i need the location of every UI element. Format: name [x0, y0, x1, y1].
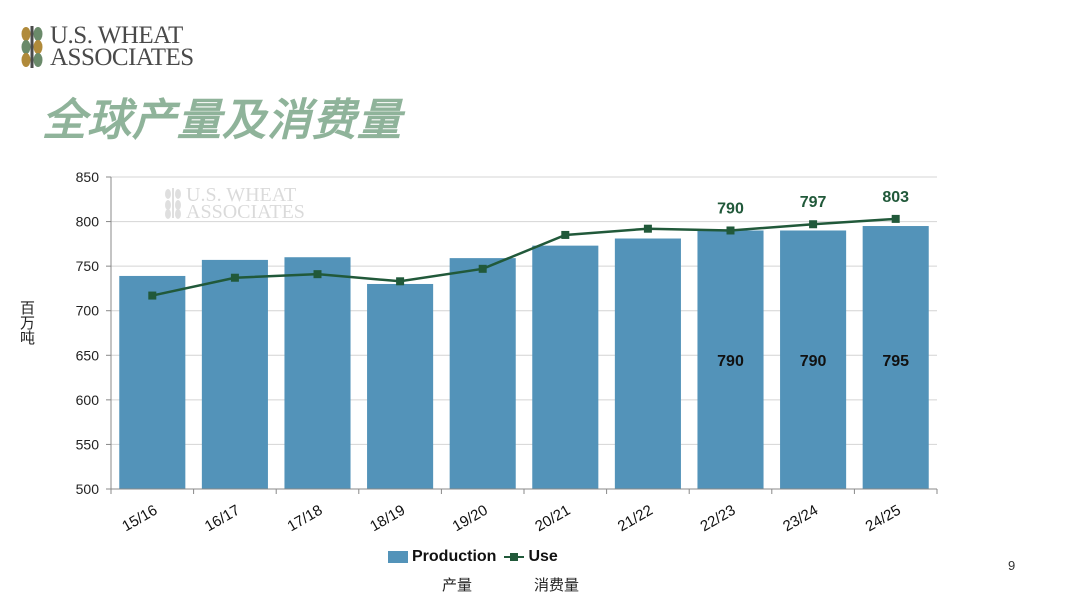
bar-15-16 — [119, 275, 186, 489]
watermark-line1: U.S. WHEAT — [186, 184, 296, 206]
bar-data-label: 790 — [717, 353, 744, 370]
bar-24-25 — [862, 226, 929, 489]
x-tick-label: 17/18 — [284, 502, 325, 535]
x-tick-label: 15/16 — [119, 502, 160, 535]
wheat-logo-icon — [21, 26, 43, 68]
y-tick-label: 550 — [76, 436, 100, 452]
y-tick-label: 650 — [76, 347, 100, 363]
legend-use-label: Use — [528, 548, 558, 565]
production-labels: 790 790 795 — [717, 353, 909, 370]
x-tick-label: 18/19 — [367, 502, 408, 535]
legend-production-cn: 产量 — [442, 576, 473, 594]
bar-23-24 — [780, 230, 847, 489]
y-tick-label: 750 — [76, 258, 100, 274]
use-point — [230, 273, 239, 282]
use-point — [809, 220, 818, 229]
y-tick-label: 800 — [76, 214, 100, 230]
y-tick-label: 500 — [76, 481, 100, 497]
x-tick-label: 19/20 — [450, 502, 491, 535]
use-labels: 790 797 803 — [717, 189, 909, 218]
bar-20-21 — [532, 245, 599, 489]
production-bars — [119, 226, 929, 489]
x-axis-ticks: 15/16 16/17 17/18 18/19 19/20 20/21 21/22 22/23… — [110, 489, 938, 535]
use-point — [478, 264, 487, 273]
use-point — [148, 291, 157, 300]
use-data-label: 797 — [800, 194, 827, 211]
x-tick-label: 16/17 — [202, 502, 243, 535]
legend-production: Production — [388, 548, 496, 566]
use-point — [313, 270, 322, 279]
use-point — [726, 226, 735, 235]
legend-production-label: Production — [412, 548, 497, 565]
watermark-icon — [165, 188, 181, 219]
bar-19-20 — [449, 258, 516, 489]
watermark: U.S. WHEAT ASSOCIATES — [165, 184, 305, 223]
use-data-label: 803 — [882, 189, 909, 206]
x-tick-label: 21/22 — [615, 502, 656, 535]
use-point — [396, 277, 405, 286]
use-series-line — [152, 217, 896, 297]
y-axis-ticks: 500 550 600 650 700 750 800 850 — [76, 169, 111, 497]
legend-use: Use — [504, 548, 558, 566]
watermark-line2: ASSOCIATES — [186, 201, 305, 223]
use-data-label: 790 — [717, 200, 744, 217]
legend-use-swatch — [504, 551, 525, 563]
y-axis-label: 百万吨 — [18, 300, 36, 345]
bar-data-label: 795 — [882, 353, 909, 370]
use-line — [148, 214, 900, 300]
x-tick-label: 22/23 — [697, 502, 738, 535]
legend: Production Use — [388, 548, 566, 566]
bar-21-22 — [614, 238, 681, 489]
bar-18-19 — [367, 283, 434, 489]
y-tick-label: 600 — [76, 392, 100, 408]
logo-line1: U.S. WHEAT — [50, 22, 183, 49]
use-point — [561, 230, 570, 239]
y-tick-label: 700 — [76, 303, 100, 319]
x-tick-label: 20/21 — [532, 502, 573, 535]
page-number: 9 — [1008, 558, 1016, 573]
legend-use-cn: 消费量 — [534, 576, 580, 594]
x-tick-label: 24/25 — [863, 502, 904, 535]
y-tick-label: 850 — [76, 169, 100, 185]
page-title: 全球产量及消费量 — [42, 95, 402, 146]
logo: U.S. WHEAT ASSOCIATES — [18, 22, 194, 72]
x-tick-label: 23/24 — [780, 502, 821, 535]
use-point — [891, 214, 900, 223]
use-point — [643, 224, 652, 233]
bar-data-label: 790 — [800, 353, 827, 370]
bar-17-18 — [284, 257, 351, 489]
bar-16-17 — [201, 259, 268, 489]
bar-22-23 — [697, 230, 764, 489]
legend-production-swatch — [388, 551, 408, 563]
logo-line2: ASSOCIATES — [50, 44, 194, 71]
